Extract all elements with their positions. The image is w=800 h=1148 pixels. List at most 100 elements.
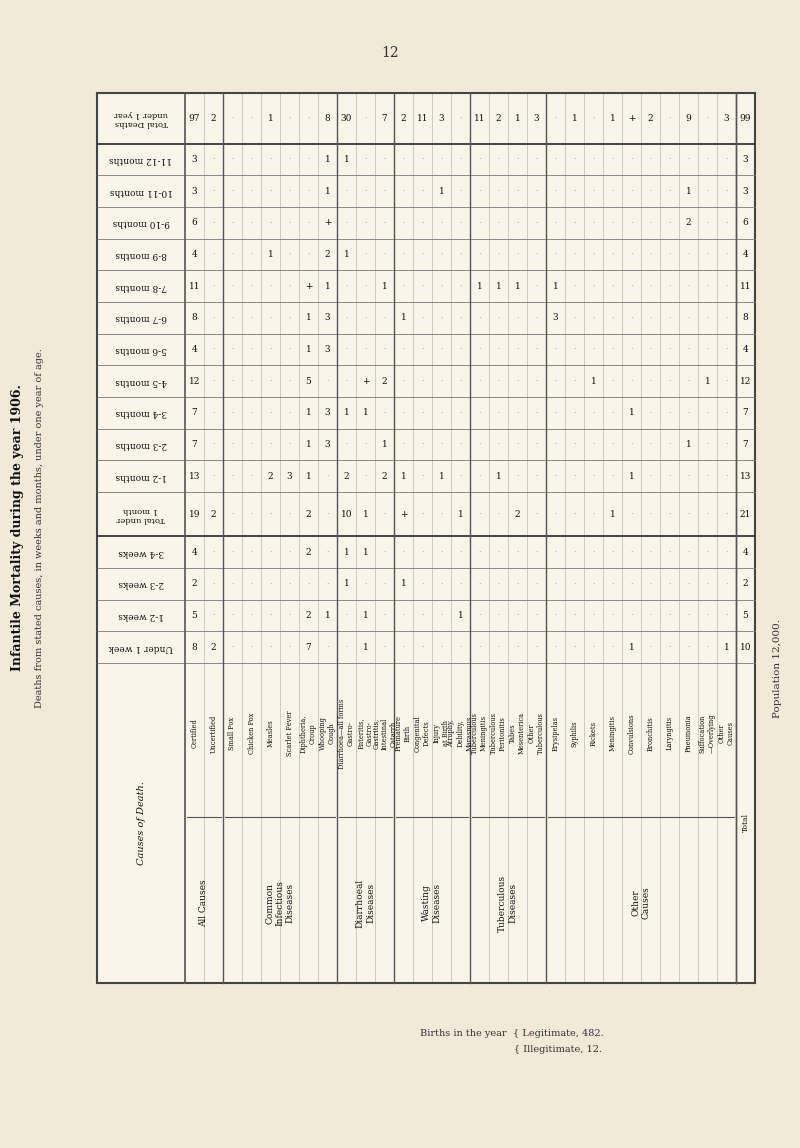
Text: ·: ·: [250, 409, 253, 417]
Text: ·: ·: [668, 346, 670, 354]
Text: 10: 10: [740, 643, 751, 652]
Text: ·: ·: [535, 346, 538, 354]
Text: 2: 2: [210, 643, 216, 652]
Text: ·: ·: [383, 409, 386, 417]
Text: ·: ·: [422, 282, 424, 290]
Text: ·: ·: [326, 472, 329, 480]
Text: ·: ·: [346, 219, 348, 227]
Text: ·: ·: [364, 313, 366, 321]
Text: 3: 3: [286, 472, 292, 481]
Text: 12: 12: [381, 46, 399, 60]
Text: ·: ·: [650, 282, 652, 290]
Text: ·: ·: [402, 409, 405, 417]
Text: ·: ·: [478, 219, 481, 227]
Text: ·: ·: [383, 580, 386, 588]
Text: ·: ·: [630, 510, 633, 518]
Text: ·: ·: [592, 155, 594, 163]
Text: ·: ·: [288, 548, 290, 556]
Text: ·: ·: [650, 643, 652, 651]
Text: ·: ·: [231, 250, 234, 258]
Text: ·: ·: [383, 346, 386, 354]
Text: ·: ·: [535, 282, 538, 290]
Text: Tuberculous
Meningitis: Tuberculous Meningitis: [471, 713, 488, 754]
Text: ·: ·: [611, 378, 614, 386]
Text: ·: ·: [212, 378, 214, 386]
Text: ·: ·: [687, 378, 690, 386]
Text: ·: ·: [516, 313, 518, 321]
Text: ·: ·: [250, 115, 253, 123]
Text: 4: 4: [192, 548, 198, 557]
Text: ·: ·: [383, 510, 386, 518]
Text: 4-5 months: 4-5 months: [115, 377, 167, 386]
Text: ·: ·: [726, 378, 728, 386]
Text: ·: ·: [270, 548, 272, 556]
Text: 8: 8: [192, 313, 198, 323]
Text: 6: 6: [192, 218, 198, 227]
Text: ·: ·: [478, 548, 481, 556]
Text: ·: ·: [726, 282, 728, 290]
Text: ·: ·: [535, 250, 538, 258]
Text: Other
Causes: Other Causes: [631, 886, 650, 920]
Text: 1: 1: [572, 114, 578, 123]
Text: Tuberculous
Peritonitis: Tuberculous Peritonitis: [490, 713, 507, 754]
Text: ·: ·: [212, 441, 214, 449]
Text: ·: ·: [250, 643, 253, 651]
Text: ·: ·: [706, 643, 709, 651]
Text: ·: ·: [574, 250, 576, 258]
Text: ·: ·: [706, 441, 709, 449]
Text: Total under
1 month: Total under 1 month: [117, 505, 166, 522]
Text: 3: 3: [534, 114, 539, 123]
Text: ·: ·: [668, 441, 670, 449]
Text: ·: ·: [611, 548, 614, 556]
Text: 1: 1: [325, 611, 330, 620]
Text: 2: 2: [210, 114, 216, 123]
Text: ·: ·: [516, 250, 518, 258]
Text: ·: ·: [630, 187, 633, 195]
Text: ·: ·: [516, 219, 518, 227]
Text: 5: 5: [742, 611, 749, 620]
Text: ·: ·: [650, 313, 652, 321]
Text: 11: 11: [474, 114, 486, 123]
Text: ·: ·: [307, 155, 310, 163]
Text: ·: ·: [478, 250, 481, 258]
Text: ·: ·: [592, 409, 594, 417]
Text: 1: 1: [514, 114, 520, 123]
Text: Syphilis: Syphilis: [570, 720, 578, 746]
Text: Uncertified: Uncertified: [210, 714, 218, 753]
Text: ·: ·: [516, 548, 518, 556]
Text: Other
Tuberculous: Other Tuberculous: [528, 713, 545, 754]
Text: 2: 2: [401, 114, 406, 123]
Text: 11: 11: [189, 281, 200, 290]
Text: ·: ·: [650, 472, 652, 480]
Text: ·: ·: [422, 219, 424, 227]
Text: ·: ·: [307, 115, 310, 123]
Text: ·: ·: [535, 612, 538, 620]
Text: ·: ·: [346, 313, 348, 321]
Text: 7: 7: [382, 114, 387, 123]
Text: 3: 3: [742, 155, 748, 164]
Text: Infantile Mortality during the year 1906.: Infantile Mortality during the year 1906…: [11, 385, 25, 672]
Text: Injury
at Birth: Injury at Birth: [433, 721, 450, 746]
Text: ·: ·: [535, 378, 538, 386]
Text: ·: ·: [554, 346, 557, 354]
Text: 9-10 months: 9-10 months: [112, 218, 170, 227]
Text: ·: ·: [364, 250, 366, 258]
Text: ·: ·: [706, 187, 709, 195]
Text: ·: ·: [231, 346, 234, 354]
Text: ·: ·: [402, 612, 405, 620]
Text: ·: ·: [668, 548, 670, 556]
Text: 3-4 months: 3-4 months: [115, 409, 166, 418]
Text: ·: ·: [383, 643, 386, 651]
Text: 2: 2: [306, 548, 311, 557]
Text: ·: ·: [440, 219, 442, 227]
Text: ·: ·: [611, 313, 614, 321]
Text: ·: ·: [516, 378, 518, 386]
Text: ·: ·: [440, 155, 442, 163]
Text: ·: ·: [706, 313, 709, 321]
Text: Wasting
Diseases: Wasting Diseases: [422, 883, 442, 923]
Text: 2: 2: [648, 114, 654, 123]
Text: 1: 1: [362, 548, 368, 557]
Text: ·: ·: [687, 580, 690, 588]
Text: ·: ·: [535, 472, 538, 480]
Text: ·: ·: [726, 313, 728, 321]
